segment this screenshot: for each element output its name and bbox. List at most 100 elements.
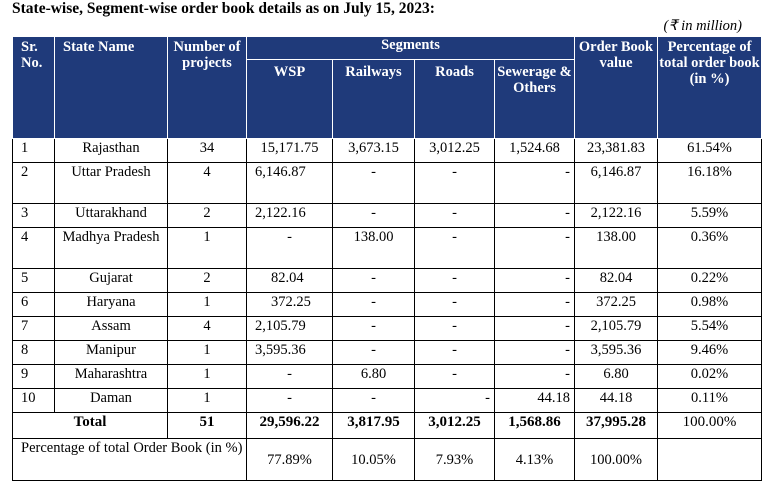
header-number-of-projects: Number of projects bbox=[167, 36, 247, 139]
table-row: 7 Assam 4 2,105.79 - - - 2,105.79 5.54% bbox=[12, 316, 762, 341]
cell-sr: 5 bbox=[12, 268, 55, 293]
table-row: 2 Uttar Pradesh 4 6,146.87 - - - 6,146.8… bbox=[12, 162, 762, 204]
percentage-empty-cell bbox=[657, 438, 762, 481]
cell-wsp: 2,122.16 bbox=[246, 203, 333, 228]
header-roads: Roads bbox=[414, 59, 495, 139]
cell-railways: - bbox=[332, 316, 415, 341]
cell-wsp: 372.25 bbox=[246, 292, 333, 317]
percentage-row: Percentage of total Order Book (in %) 77… bbox=[12, 438, 762, 481]
table-row: 1 Rajasthan 34 15,171.75 3,673.15 3,012.… bbox=[12, 138, 762, 163]
total-row: Total 51 29,596.22 3,817.95 3,012.25 1,5… bbox=[12, 412, 762, 439]
cell-value: 2,122.16 bbox=[574, 203, 658, 228]
cell-state: Daman bbox=[54, 388, 168, 413]
percentage-wsp: 77.89% bbox=[246, 438, 333, 481]
cell-pct: 9.46% bbox=[657, 340, 762, 365]
header-state-name: State Name bbox=[54, 36, 168, 139]
cell-wsp: - bbox=[246, 227, 333, 269]
cell-sr: 6 bbox=[12, 292, 55, 317]
cell-wsp: - bbox=[246, 388, 333, 413]
header-order-book-value: Order Book value bbox=[574, 36, 658, 139]
total-railways: 3,817.95 bbox=[332, 412, 415, 439]
cell-sewerage: 1,524.68 bbox=[494, 138, 575, 163]
cell-value: 23,381.83 bbox=[574, 138, 658, 163]
cell-sr: 8 bbox=[12, 340, 55, 365]
cell-sewerage: - bbox=[494, 292, 575, 317]
header-segments: Segments bbox=[246, 36, 575, 60]
cell-projects: 4 bbox=[167, 162, 247, 204]
cell-projects: 1 bbox=[167, 227, 247, 269]
table-row: 5 Gujarat 2 82.04 - - - 82.04 0.22% bbox=[12, 268, 762, 293]
cell-sewerage: - bbox=[494, 340, 575, 365]
cell-pct: 5.59% bbox=[657, 203, 762, 228]
table-row: 9 Maharashtra 1 - 6.80 - - 6.80 0.02% bbox=[12, 364, 762, 389]
cell-state: Maharashtra bbox=[54, 364, 168, 389]
cell-sewerage: - bbox=[494, 162, 575, 204]
header-wsp: WSP bbox=[246, 59, 333, 139]
cell-pct: 16.18% bbox=[657, 162, 762, 204]
total-projects: 51 bbox=[167, 412, 247, 439]
cell-railways: - bbox=[332, 292, 415, 317]
cell-projects: 2 bbox=[167, 268, 247, 293]
total-value: 37,995.28 bbox=[574, 412, 658, 439]
cell-pct: 0.98% bbox=[657, 292, 762, 317]
cell-value: 372.25 bbox=[574, 292, 658, 317]
cell-railways: - bbox=[332, 340, 415, 365]
total-pct: 100.00% bbox=[657, 412, 762, 439]
cell-value: 6,146.87 bbox=[574, 162, 658, 204]
table-row: 8 Manipur 1 3,595.36 - - - 3,595.36 9.46… bbox=[12, 340, 762, 365]
cell-value: 6.80 bbox=[574, 364, 658, 389]
cell-railways: - bbox=[332, 203, 415, 228]
cell-value: 2,105.79 bbox=[574, 316, 658, 341]
cell-wsp: 82.04 bbox=[246, 268, 333, 293]
cell-sr: 10 bbox=[12, 388, 55, 413]
cell-state: Uttar Pradesh bbox=[54, 162, 168, 204]
cell-state: Gujarat bbox=[54, 268, 168, 293]
cell-projects: 4 bbox=[167, 316, 247, 341]
total-roads: 3,012.25 bbox=[414, 412, 495, 439]
cell-roads: - bbox=[414, 203, 495, 228]
table-row: 6 Haryana 1 372.25 - - - 372.25 0.98% bbox=[12, 292, 762, 317]
percentage-railways: 10.05% bbox=[332, 438, 415, 481]
cell-railways: 3,673.15 bbox=[332, 138, 415, 163]
cell-value: 44.18 bbox=[574, 388, 658, 413]
total-wsp: 29,596.22 bbox=[246, 412, 333, 439]
cell-projects: 1 bbox=[167, 292, 247, 317]
cell-railways: - bbox=[332, 388, 415, 413]
cell-sewerage: - bbox=[494, 268, 575, 293]
table-row: 3 Uttarakhand 2 2,122.16 - - - 2,122.16 … bbox=[12, 203, 762, 228]
cell-state: Assam bbox=[54, 316, 168, 341]
cell-wsp: 2,105.79 bbox=[246, 316, 333, 341]
cell-pct: 61.54% bbox=[657, 138, 762, 163]
cell-value: 3,595.36 bbox=[574, 340, 658, 365]
percentage-roads: 7.93% bbox=[414, 438, 495, 481]
cell-railways: - bbox=[332, 162, 415, 204]
cell-pct: 0.36% bbox=[657, 227, 762, 269]
cell-wsp: 3,595.36 bbox=[246, 340, 333, 365]
cell-pct: 0.11% bbox=[657, 388, 762, 413]
percentage-label: Percentage of total Order Book (in %) bbox=[12, 438, 247, 481]
cell-sr: 7 bbox=[12, 316, 55, 341]
cell-roads: - bbox=[414, 388, 495, 413]
cell-roads: 3,012.25 bbox=[414, 138, 495, 163]
cell-sr: 2 bbox=[12, 162, 55, 204]
cell-roads: - bbox=[414, 268, 495, 293]
cell-pct: 0.02% bbox=[657, 364, 762, 389]
units-note: (₹ in million) bbox=[663, 18, 743, 34]
cell-wsp: 15,171.75 bbox=[246, 138, 333, 163]
cell-sewerage: - bbox=[494, 364, 575, 389]
cell-roads: - bbox=[414, 292, 495, 317]
cell-projects: 1 bbox=[167, 364, 247, 389]
total-label: Total bbox=[12, 412, 168, 439]
cell-railways: 138.00 bbox=[332, 227, 415, 269]
cell-sr: 9 bbox=[12, 364, 55, 389]
order-book-table: Sr. No. State Name Number of projects Se… bbox=[12, 36, 762, 481]
cell-sewerage: - bbox=[494, 316, 575, 341]
cell-pct: 0.22% bbox=[657, 268, 762, 293]
cell-projects: 2 bbox=[167, 203, 247, 228]
cell-pct: 5.54% bbox=[657, 316, 762, 341]
cell-state: Rajasthan bbox=[54, 138, 168, 163]
percentage-value: 100.00% bbox=[574, 438, 658, 481]
cell-roads: - bbox=[414, 316, 495, 341]
cell-value: 82.04 bbox=[574, 268, 658, 293]
cell-state: Madhya Pradesh bbox=[54, 227, 168, 269]
